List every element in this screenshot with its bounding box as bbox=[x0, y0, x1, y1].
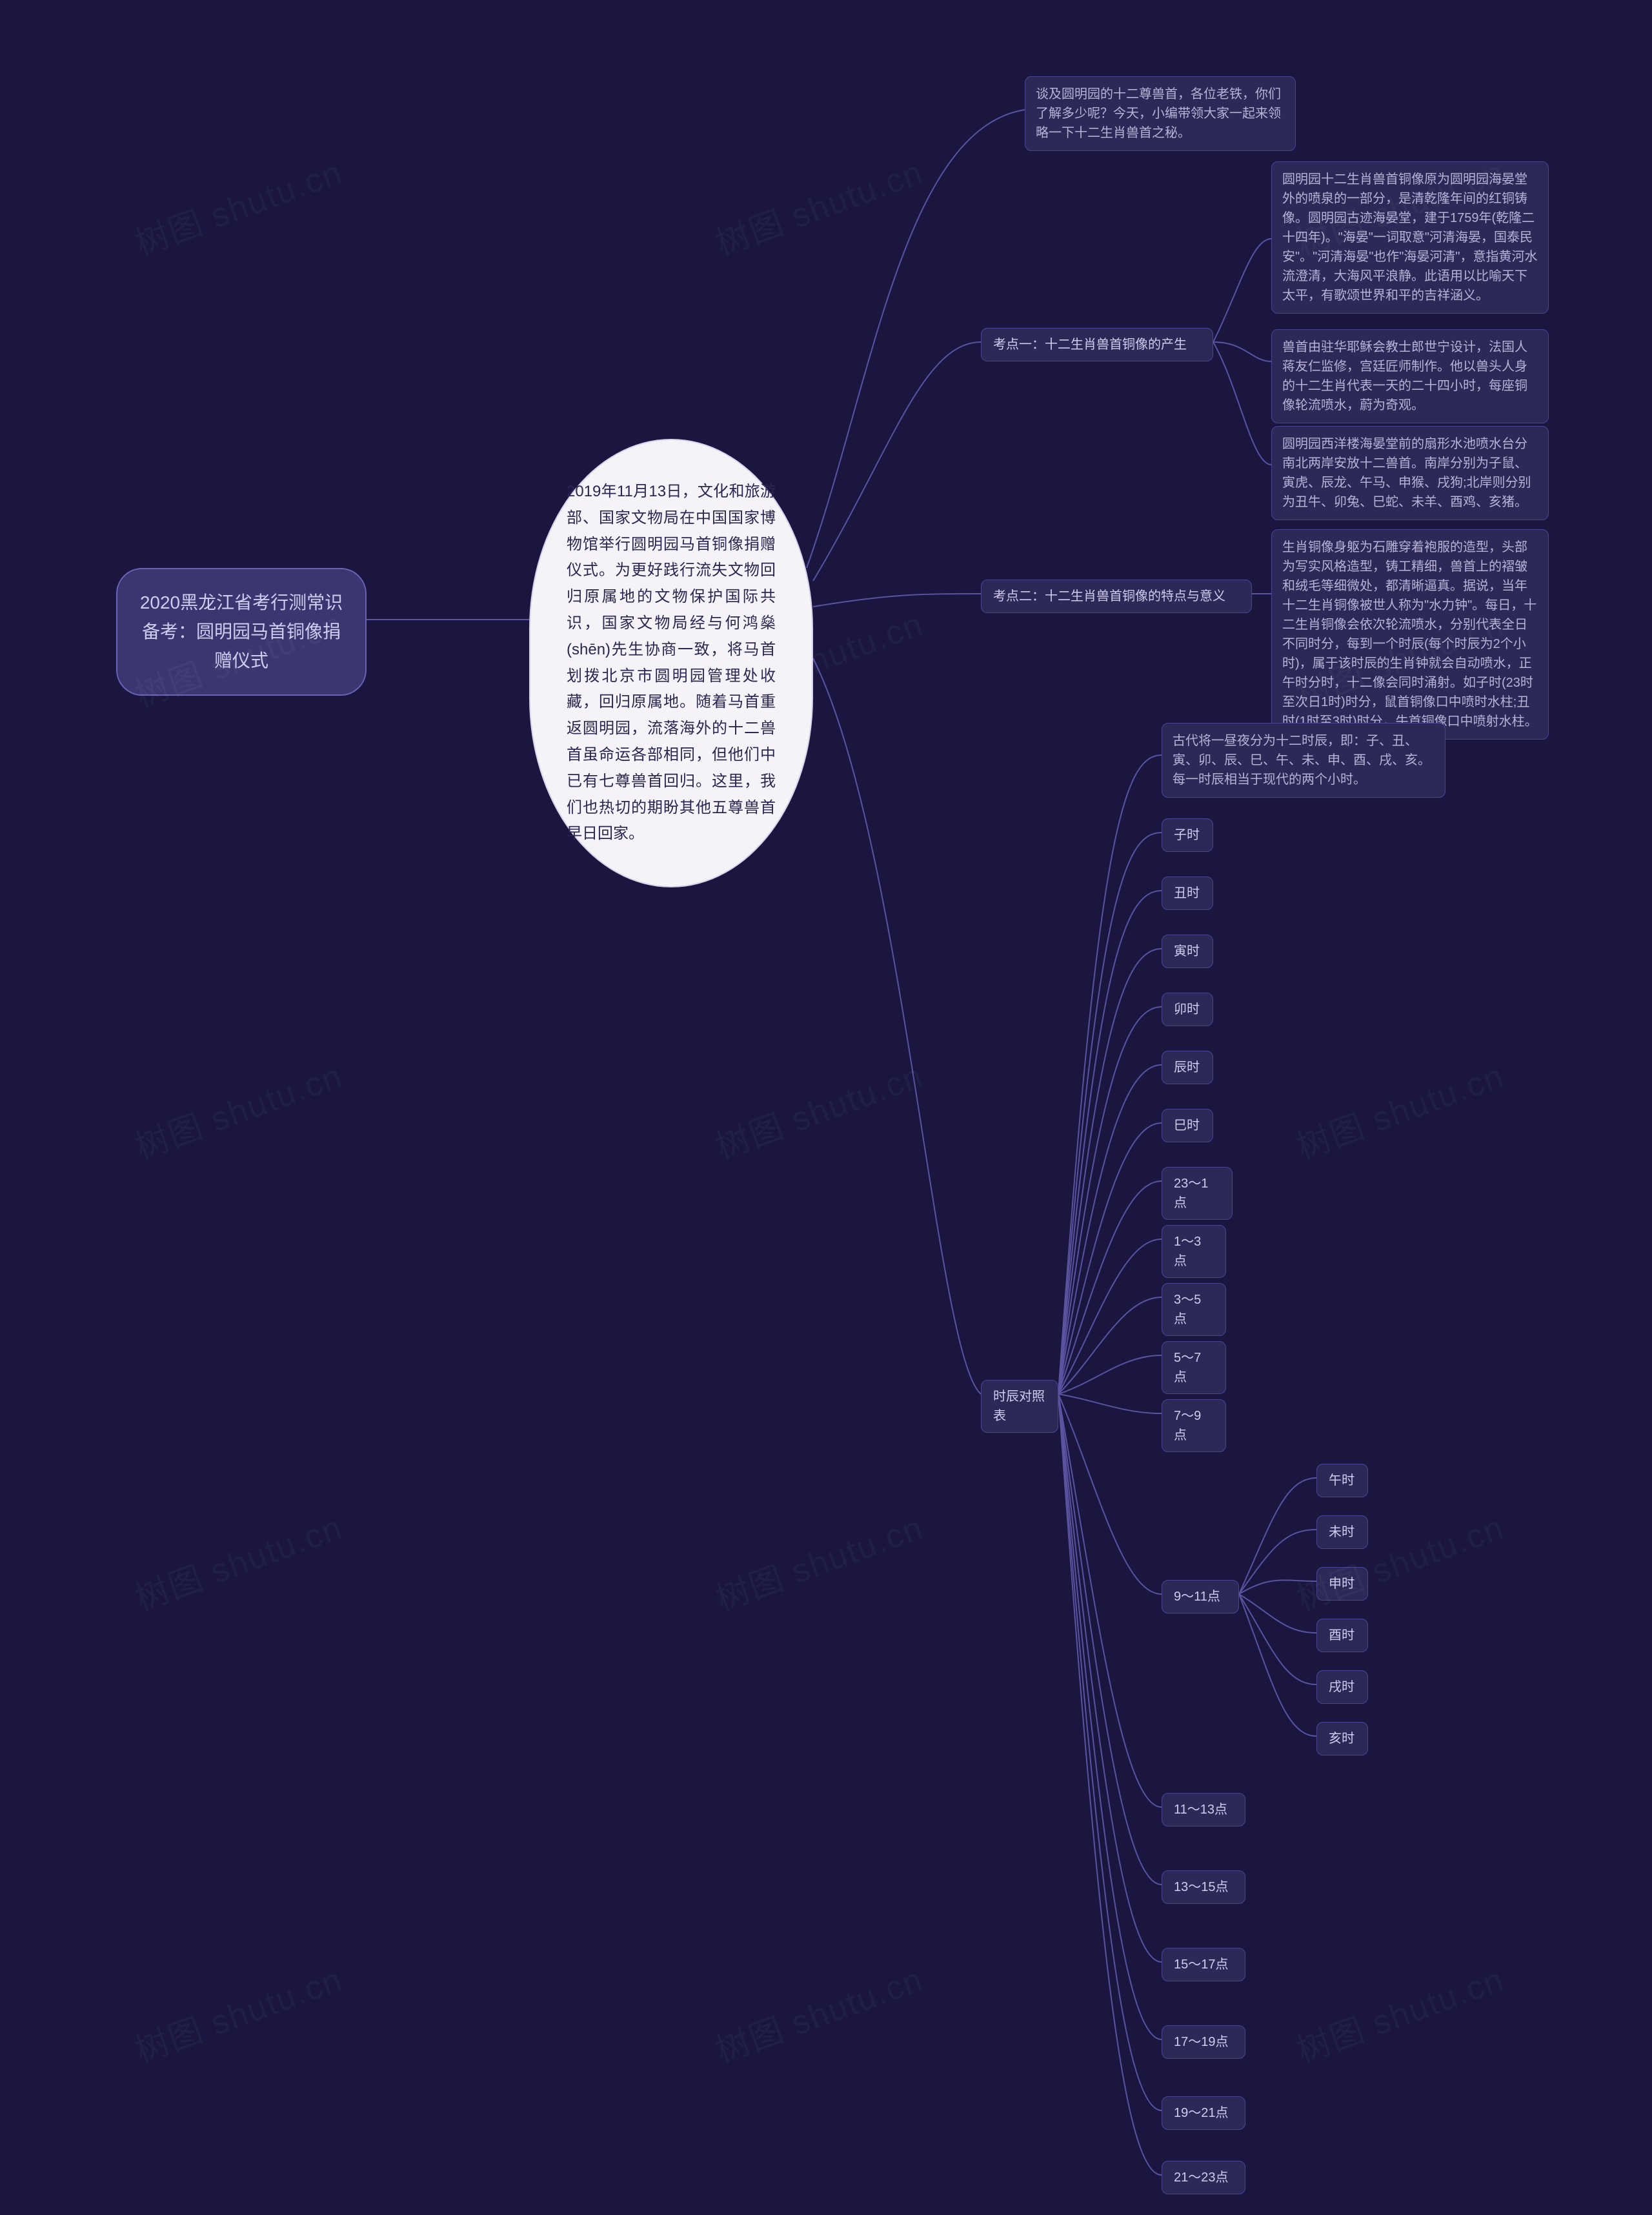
branch3-item-0-text: 子时 bbox=[1174, 828, 1200, 842]
branch3-item-9-text: 5～7点 bbox=[1174, 1351, 1201, 1384]
watermark: 树图 shutu.cn bbox=[127, 1049, 348, 1169]
branch3-item-1-text: 丑时 bbox=[1174, 886, 1200, 900]
branch3-after-1-text: 13～15点 bbox=[1174, 1880, 1229, 1894]
branch3-item-3[interactable]: 卯时 bbox=[1162, 993, 1213, 1026]
branch3-after-5-text: 21～23点 bbox=[1174, 2170, 1229, 2185]
branch3-item-7-text: 1～3点 bbox=[1174, 1235, 1201, 1268]
branch3-after-3-text: 17～19点 bbox=[1174, 2035, 1229, 2049]
watermark: 树图 shutu.cn bbox=[708, 1049, 929, 1169]
watermark: 树图 shutu.cn bbox=[127, 145, 348, 265]
watermark: 树图 shutu.cn bbox=[708, 145, 929, 265]
group-child-0-text: 午时 bbox=[1329, 1473, 1355, 1488]
group-child-0[interactable]: 午时 bbox=[1316, 1464, 1368, 1497]
branch3-item-8[interactable]: 3～5点 bbox=[1162, 1283, 1226, 1336]
branch3-after-3[interactable]: 17～19点 bbox=[1162, 2025, 1245, 2059]
group-child-4-text: 戌时 bbox=[1329, 1680, 1355, 1694]
branch3-after-4[interactable]: 19～21点 bbox=[1162, 2096, 1245, 2130]
branch3-intro[interactable]: 古代将一昼夜分为十二时辰，即：子、丑、寅、卯、辰、巳、午、未、申、酉、戌、亥。每… bbox=[1162, 723, 1446, 798]
branch3-intro-text: 古代将一昼夜分为十二时辰，即：子、丑、寅、卯、辰、巳、午、未、申、酉、戌、亥。每… bbox=[1173, 734, 1431, 787]
watermark: 树图 shutu.cn bbox=[1289, 1049, 1509, 1169]
branch1-desc-1[interactable]: 兽首由驻华耶稣会教士郎世宁设计，法国人蒋友仁监修，宫廷匠师制作。他以兽头人身的十… bbox=[1271, 329, 1549, 423]
branch3-item-7[interactable]: 1～3点 bbox=[1162, 1225, 1226, 1278]
branch3-item-10-text: 7～9点 bbox=[1174, 1409, 1201, 1442]
group-child-1[interactable]: 未时 bbox=[1316, 1515, 1368, 1549]
branch3-item-4[interactable]: 辰时 bbox=[1162, 1051, 1213, 1084]
watermark: 树图 shutu.cn bbox=[127, 1501, 348, 1621]
branch3-item-1[interactable]: 丑时 bbox=[1162, 876, 1213, 910]
branch3-item-6-text: 23～1点 bbox=[1174, 1177, 1208, 1210]
branch3-item-9[interactable]: 5～7点 bbox=[1162, 1341, 1226, 1394]
branch3-after-4-text: 19～21点 bbox=[1174, 2106, 1229, 2120]
watermark: 树图 shutu.cn bbox=[708, 1952, 929, 2072]
group-child-5-text: 亥时 bbox=[1329, 1732, 1355, 1746]
top-intro-node[interactable]: 谈及圆明园的十二尊兽首，各位老铁，你们了解多少呢？今天，小编带领大家一起来领略一… bbox=[1025, 76, 1296, 151]
branch3-group-text: 9～11点 bbox=[1174, 1590, 1220, 1604]
branch2-node[interactable]: 考点二：十二生肖兽首铜像的特点与意义 bbox=[981, 580, 1252, 613]
branch3-after-1[interactable]: 13～15点 bbox=[1162, 1870, 1245, 1904]
branch3-item-2[interactable]: 寅时 bbox=[1162, 935, 1213, 968]
branch3-item-5-text: 巳时 bbox=[1174, 1118, 1200, 1133]
branch3-item-5[interactable]: 巳时 bbox=[1162, 1109, 1213, 1142]
branch1-node[interactable]: 考点一：十二生肖兽首铜像的产生 bbox=[981, 328, 1213, 361]
branch3-item-2-text: 寅时 bbox=[1174, 944, 1200, 958]
branch1-label: 考点一：十二生肖兽首铜像的产生 bbox=[993, 338, 1187, 352]
branch1-desc-1-text: 兽首由驻华耶稣会教士郎世宁设计，法国人蒋友仁监修，宫廷匠师制作。他以兽头人身的十… bbox=[1282, 340, 1527, 412]
branch2-label: 考点二：十二生肖兽首铜像的特点与意义 bbox=[993, 589, 1225, 603]
top-intro-text: 谈及圆明园的十二尊兽首，各位老铁，你们了解多少呢？今天，小编带领大家一起来领略一… bbox=[1036, 87, 1281, 140]
branch3-after-2-text: 15～17点 bbox=[1174, 1957, 1229, 1972]
watermark: 树图 shutu.cn bbox=[1289, 1952, 1509, 2072]
group-child-3[interactable]: 酉时 bbox=[1316, 1619, 1368, 1652]
branch3-after-2[interactable]: 15～17点 bbox=[1162, 1948, 1245, 1981]
branch3-item-10[interactable]: 7～9点 bbox=[1162, 1399, 1226, 1452]
branch3-item-3-text: 卯时 bbox=[1174, 1002, 1200, 1016]
branch3-group[interactable]: 9～11点 bbox=[1162, 1580, 1239, 1613]
branch3-node[interactable]: 时辰对照表 bbox=[981, 1380, 1058, 1433]
branch3-after-0-text: 11～13点 bbox=[1174, 1803, 1227, 1817]
branch3-item-6[interactable]: 23～1点 bbox=[1162, 1167, 1233, 1220]
branch1-desc-2[interactable]: 圆明园西洋楼海晏堂前的扇形水池喷水台分南北两岸安放十二兽首。南岸分别为子鼠、寅虎… bbox=[1271, 426, 1549, 520]
watermark: 树图 shutu.cn bbox=[708, 1501, 929, 1621]
group-child-3-text: 酉时 bbox=[1329, 1628, 1355, 1643]
branch3-item-8-text: 3～5点 bbox=[1174, 1293, 1201, 1326]
branch3-item-4-text: 辰时 bbox=[1174, 1060, 1200, 1075]
branch3-label: 时辰对照表 bbox=[993, 1390, 1045, 1423]
branch3-after-5[interactable]: 21～23点 bbox=[1162, 2161, 1245, 2194]
branch3-item-0[interactable]: 子时 bbox=[1162, 818, 1213, 852]
group-child-4[interactable]: 戌时 bbox=[1316, 1670, 1368, 1704]
watermark: 树图 shutu.cn bbox=[127, 1952, 348, 2072]
branch3-after-0[interactable]: 11～13点 bbox=[1162, 1793, 1245, 1826]
branch1-desc-2-text: 圆明园西洋楼海晏堂前的扇形水池喷水台分南北两岸安放十二兽首。南岸分别为子鼠、寅虎… bbox=[1282, 437, 1531, 509]
group-child-1-text: 未时 bbox=[1329, 1525, 1355, 1539]
group-child-5[interactable]: 亥时 bbox=[1316, 1722, 1368, 1755]
